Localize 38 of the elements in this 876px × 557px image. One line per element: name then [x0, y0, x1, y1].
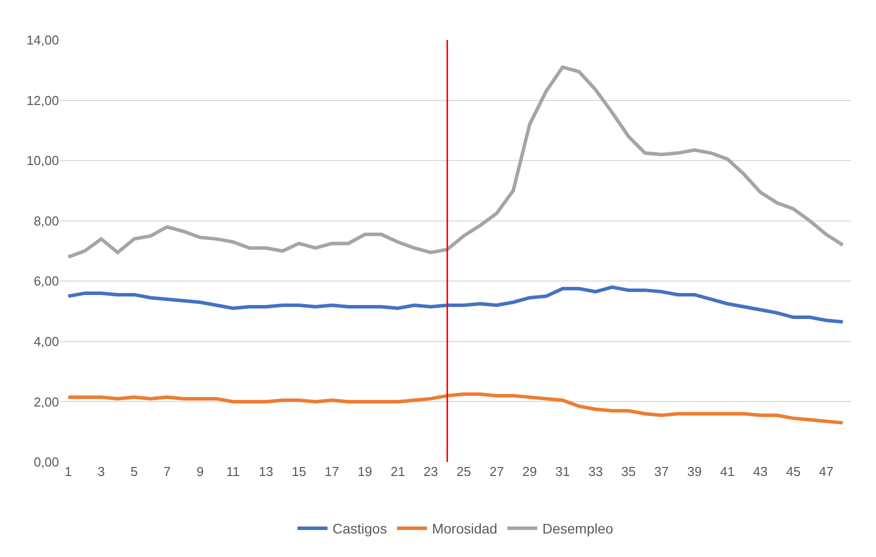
x-tick-label: 37	[654, 464, 669, 479]
x-tick-label: 25	[456, 464, 471, 479]
x-tick-label: 41	[720, 464, 735, 479]
y-tick-label: 10,00	[26, 153, 59, 168]
y-tick-label: 14,00	[26, 32, 59, 48]
y-tick-label: 6,00	[34, 274, 59, 289]
x-tick-label: 9	[196, 464, 204, 479]
x-tick-label: 1	[64, 464, 72, 479]
x-tick-label: 21	[390, 464, 406, 479]
x-tick-label: 39	[687, 464, 702, 479]
line-series	[66, 285, 845, 324]
x-tick-label: 45	[786, 464, 801, 479]
line-series	[66, 65, 845, 259]
x-tick-label: 3	[98, 464, 105, 479]
x-tick-label: 7	[163, 464, 171, 479]
x-tick-label: 11	[226, 464, 240, 479]
y-tick-label: 8,00	[34, 213, 59, 228]
y-tick-label: 0,00	[34, 454, 59, 470]
line-series	[66, 392, 845, 425]
legend-label: Desempleo	[542, 520, 614, 537]
x-tick-label: 27	[489, 464, 504, 479]
x-tick-label: 31	[555, 464, 570, 479]
x-tick-label: 33	[588, 464, 603, 479]
x-tick-label: 19	[358, 464, 372, 479]
legend-label: Castigos	[332, 520, 387, 537]
legend-label: Morosidad	[432, 520, 498, 537]
x-tick-label: 13	[258, 464, 274, 479]
x-tick-label: 43	[753, 464, 768, 479]
x-tick-label: 15	[292, 464, 306, 479]
x-tick-label: 17	[324, 464, 340, 479]
x-tick-label: 23	[424, 464, 438, 479]
x-tick-label: 35	[621, 464, 636, 479]
x-tick-label: 5	[130, 464, 138, 479]
x-tick-label: 47	[819, 464, 834, 479]
y-tick-label: 12,00	[26, 92, 59, 108]
x-tick-label: 29	[522, 464, 537, 479]
y-tick-label: 4,00	[34, 334, 59, 349]
y-tick-label: 2,00	[34, 394, 59, 410]
